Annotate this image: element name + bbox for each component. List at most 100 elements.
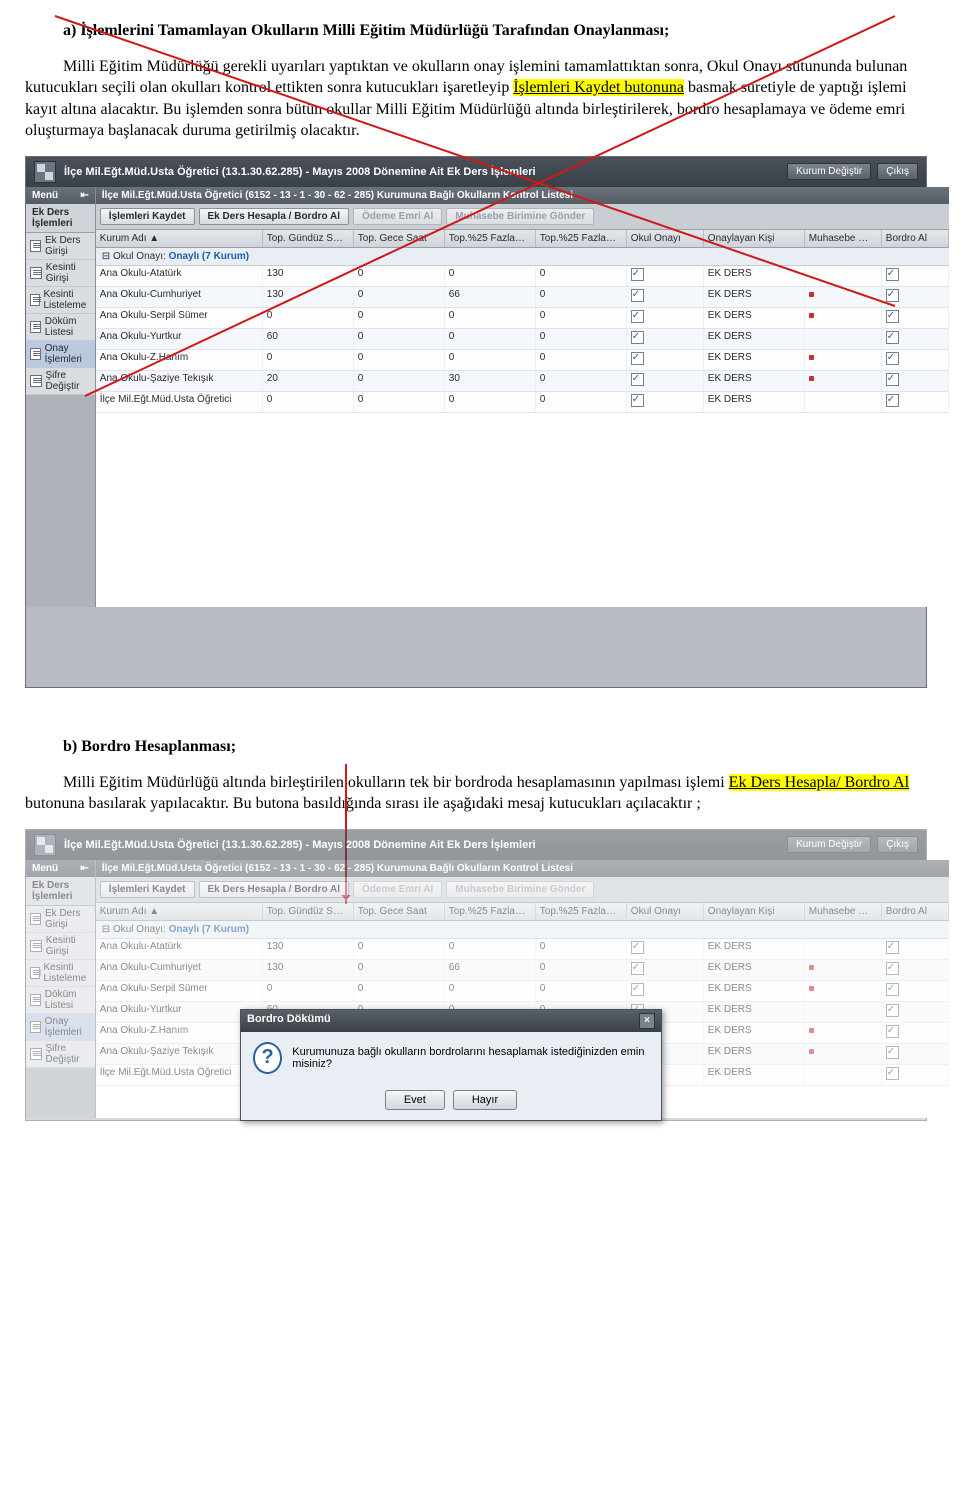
sidebar-item[interactable]: Kesinti Girişi <box>26 260 95 287</box>
checkbox-icon[interactable] <box>886 310 899 323</box>
dialog-no-button[interactable]: Hayır <box>453 1090 517 1110</box>
cell: EK DERS <box>704 960 805 980</box>
cell <box>805 350 882 370</box>
table-row[interactable]: Ana Okulu-Atatürk130000EK DERS <box>96 266 949 287</box>
checkbox-icon[interactable] <box>886 1004 899 1017</box>
sidebar-item[interactable]: Döküm Listesi <box>26 987 95 1014</box>
column-header[interactable]: Top. Gündüz S… <box>263 230 354 247</box>
switch-institution-button[interactable]: Kurum Değiştir <box>787 836 871 853</box>
checkbox-icon[interactable] <box>886 962 899 975</box>
section-b-heading: b) Bordro Hesaplanması; <box>25 736 935 758</box>
checkbox-icon[interactable] <box>886 289 899 302</box>
grid-group-row[interactable]: ⊟ Okul Onayı: Onaylı (7 Kurum) <box>96 248 949 266</box>
sidebar-item-label: Onay İşlemleri <box>45 343 91 365</box>
checkbox-icon[interactable] <box>631 331 644 344</box>
checkbox-icon[interactable] <box>886 941 899 954</box>
checkbox-icon[interactable] <box>886 1046 899 1059</box>
table-row[interactable]: Ana Okulu-Serpil Sümer0000EK DERS <box>96 981 949 1002</box>
column-header[interactable]: Onaylayan Kişi <box>704 230 805 247</box>
p4-highlight: Ek Ders Hesapla/ Bordro Al <box>729 774 909 791</box>
checkbox-icon[interactable] <box>631 983 644 996</box>
dialog-close-icon[interactable]: × <box>639 1013 655 1029</box>
checkbox-icon[interactable] <box>886 983 899 996</box>
checkbox-icon[interactable] <box>886 352 899 365</box>
cell: Ana Okulu-Serpil Sümer <box>96 981 263 1001</box>
column-header[interactable]: Top. Gündüz S… <box>263 903 354 920</box>
sidebar-item[interactable]: Kesinti Listeleme <box>26 287 95 314</box>
app-window-1: İlçe Mil.Eğt.Müd.Usta Öğretici (13.1.30.… <box>25 156 927 688</box>
toolbar-button[interactable]: İşlemleri Kaydet <box>100 208 195 225</box>
app-logo-icon <box>34 834 56 856</box>
table-row[interactable]: Ana Okulu-Yurtkur60000EK DERS <box>96 329 949 350</box>
checkbox-icon[interactable] <box>886 1067 899 1080</box>
table-row[interactable]: Ana Okulu-Serpil Sümer0000EK DERS <box>96 308 949 329</box>
table-row[interactable]: Ana Okulu-Şaziye Tekışık200300EK DERS <box>96 371 949 392</box>
checkbox-icon[interactable] <box>631 352 644 365</box>
exit-button[interactable]: Çıkış <box>877 836 918 853</box>
column-header[interactable]: Top. Gece Saat <box>354 230 445 247</box>
checkbox-icon[interactable] <box>631 310 644 323</box>
checkbox-icon[interactable] <box>631 941 644 954</box>
sidebar-item[interactable]: Ek Ders Girişi <box>26 906 95 933</box>
cell <box>627 981 704 1001</box>
column-header[interactable]: Top.%25 Fazla… <box>445 230 536 247</box>
cell: EK DERS <box>704 329 805 349</box>
sidebar-item-label: Ek Ders Girişi <box>45 235 91 257</box>
cell: 0 <box>354 329 445 349</box>
column-header[interactable]: Bordro Al <box>882 903 949 920</box>
toolbar-button[interactable]: Ek Ders Hesapla / Bordro Al <box>199 881 349 898</box>
exit-button[interactable]: Çıkış <box>877 163 918 180</box>
cell: 130 <box>263 287 354 307</box>
checkbox-icon[interactable] <box>631 268 644 281</box>
cell: 130 <box>263 266 354 286</box>
table-row[interactable]: Ana Okulu-Cumhuriyet1300660EK DERS <box>96 960 949 981</box>
menu-label: Menü <box>32 190 58 201</box>
collapse-icon[interactable]: ⇤ <box>80 190 88 201</box>
checkbox-icon[interactable] <box>631 289 644 302</box>
column-header[interactable]: Okul Onayı <box>627 903 704 920</box>
sidebar-item[interactable]: Kesinti Girişi <box>26 933 95 960</box>
checkbox-icon[interactable] <box>886 373 899 386</box>
column-header[interactable]: Top.%25 Fazla… <box>536 230 627 247</box>
sidebar-item[interactable]: Kesinti Listeleme <box>26 960 95 987</box>
column-header[interactable]: Muhasebe … <box>805 903 882 920</box>
checkbox-icon[interactable] <box>886 268 899 281</box>
sidebar-item[interactable]: Şifre Değiştir <box>26 368 95 395</box>
column-header[interactable]: Kurum Adı ▲ <box>96 230 263 247</box>
checkbox-icon[interactable] <box>886 394 899 407</box>
cell: 0 <box>536 308 627 328</box>
switch-institution-button[interactable]: Kurum Değiştir <box>787 163 871 180</box>
toolbar-button[interactable]: İşlemleri Kaydet <box>100 881 195 898</box>
checkbox-icon[interactable] <box>631 394 644 407</box>
checkbox-icon[interactable] <box>886 1025 899 1038</box>
grid-group-row-2[interactable]: ⊟ Okul Onayı: Onaylı (7 Kurum) <box>96 921 949 939</box>
sidebar-item[interactable]: Döküm Listesi <box>26 314 95 341</box>
table-row[interactable]: Ana Okulu-Z.Hanım0000EK DERS <box>96 350 949 371</box>
sidebar-item[interactable]: Onay İşlemleri <box>26 341 95 368</box>
checkbox-icon[interactable] <box>886 331 899 344</box>
cell: 66 <box>445 960 536 980</box>
table-row[interactable]: Ana Okulu-Cumhuriyet1300660EK DERS <box>96 287 949 308</box>
sidebar-item[interactable]: Onay İşlemleri <box>26 1014 95 1041</box>
column-header[interactable]: Muhasebe … <box>805 230 882 247</box>
status-dot-icon <box>809 1028 814 1033</box>
sidebar-item[interactable]: Ek Ders Girişi <box>26 233 95 260</box>
table-row[interactable]: Ana Okulu-Atatürk130000EK DERS <box>96 939 949 960</box>
dialog-yes-button[interactable]: Evet <box>385 1090 445 1110</box>
column-header[interactable]: Top.%25 Fazla… <box>445 903 536 920</box>
column-header[interactable]: Top. Gece Saat <box>354 903 445 920</box>
checkbox-icon[interactable] <box>631 373 644 386</box>
dialog-footer: Evet Hayır <box>241 1084 661 1120</box>
column-header[interactable]: Bordro Al <box>882 230 949 247</box>
collapse-icon[interactable]: ⇤ <box>80 863 88 874</box>
sidebar-item[interactable]: Şifre Değiştir <box>26 1041 95 1068</box>
toolbar-button[interactable]: Ek Ders Hesapla / Bordro Al <box>199 208 349 225</box>
column-header[interactable]: Kurum Adı ▲ <box>96 903 263 920</box>
column-header[interactable]: Top.%25 Fazla… <box>536 903 627 920</box>
column-header[interactable]: Okul Onayı <box>627 230 704 247</box>
column-header[interactable]: Onaylayan Kişi <box>704 903 805 920</box>
checkbox-icon[interactable] <box>631 962 644 975</box>
table-row[interactable]: İlçe Mil.Eğt.Müd.Usta Öğretici0000EK DER… <box>96 392 949 413</box>
sidebar-item-label: Ek Ders Girişi <box>45 908 91 930</box>
cell <box>882 329 949 349</box>
